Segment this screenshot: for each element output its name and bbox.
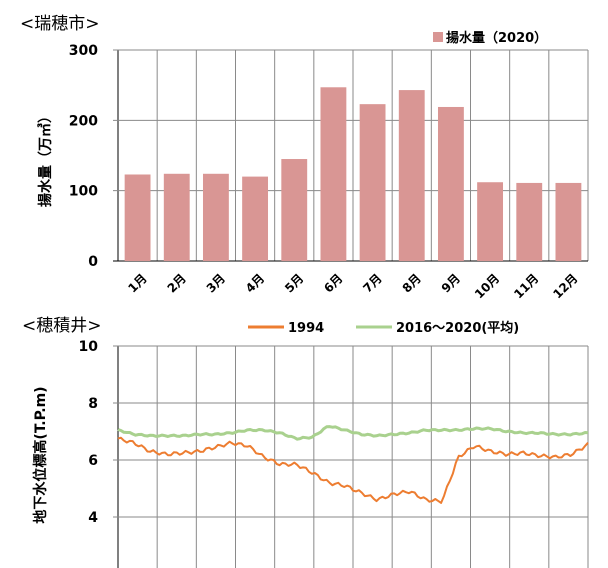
bar-y-tick-label: 100 xyxy=(69,184,98,200)
bar-y-tick-label: 0 xyxy=(88,254,98,270)
line-series-average xyxy=(117,425,589,441)
bar-5 xyxy=(281,159,308,261)
bar-x-tick-label: 11月 xyxy=(511,271,541,301)
bar-x-tick-label: 7月 xyxy=(360,271,384,295)
line-chart-title: <穂積井> xyxy=(22,316,102,336)
bar-legend-label: 揚水量（2020） xyxy=(446,30,547,46)
bar-y-tick-label: 200 xyxy=(69,113,98,129)
bar-chart-title: <瑞穂市> xyxy=(20,14,100,34)
line-y-tick-label: 8 xyxy=(88,396,98,412)
bar-x-tick-label: 4月 xyxy=(243,271,267,295)
bar-3 xyxy=(202,173,229,261)
line-y-tick-label: 6 xyxy=(88,453,98,469)
bar-y-tick-label: 300 xyxy=(69,43,98,59)
line-chart: <穂積井> 1994 2016～2020(平均) 地下水位標高(T.P.m) 2… xyxy=(22,316,589,568)
bar-11 xyxy=(516,182,543,261)
bar-x-tick-label: 6月 xyxy=(321,271,345,295)
bar-x-tick-label: 8月 xyxy=(400,271,424,295)
bar-y-axis-label: 揚水量（万㎥） xyxy=(37,109,54,207)
bar-1 xyxy=(124,174,151,261)
bar-10 xyxy=(477,182,504,261)
line-series-1994 xyxy=(117,436,589,504)
line-y-axis-label: 地下水位標高(T.P.m) xyxy=(32,386,49,523)
bar-7 xyxy=(359,104,386,261)
line-y-tick-label: 10 xyxy=(79,339,99,355)
bar-8 xyxy=(398,90,425,261)
bar-x-tick-label: 3月 xyxy=(204,271,228,295)
bar-chart: <瑞穂市> 揚水量（2020） 揚水量（万㎥） 0 100 200 300 1月 2月 3… xyxy=(20,14,589,301)
bar-x-tick-label: 10月 xyxy=(472,271,502,301)
line-y-tick-label: 4 xyxy=(88,510,98,526)
bar-x-tick-label: 1月 xyxy=(125,271,149,295)
bar-6 xyxy=(320,87,347,261)
bar-9 xyxy=(437,106,464,261)
bar-12 xyxy=(555,182,582,261)
line-legend-label-average: 2016～2020(平均) xyxy=(396,320,519,336)
bar-x-tick-label: 2月 xyxy=(165,271,189,295)
bar-x-tick-label: 12月 xyxy=(550,271,580,301)
bar-legend-swatch xyxy=(433,32,443,42)
bar-4 xyxy=(242,176,269,261)
bar-x-tick-label: 9月 xyxy=(439,271,463,295)
bar-x-tick-label: 5月 xyxy=(282,271,306,295)
bar-2 xyxy=(163,173,190,261)
line-legend-label-1994: 1994 xyxy=(288,321,324,336)
